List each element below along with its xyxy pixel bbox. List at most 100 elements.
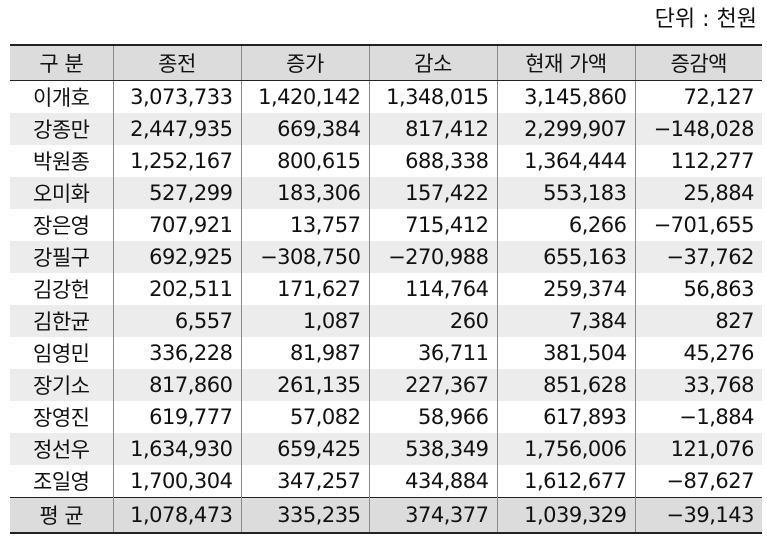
decrease-cell: 1,348,015 xyxy=(368,80,498,113)
current-cell: 2,299,907 xyxy=(496,113,636,145)
previous-cell: 6,557 xyxy=(112,305,242,337)
table-row: 장영진 619,777 57,082 58,966 617,893 −1,884 xyxy=(10,401,762,433)
decrease-cell: 817,412 xyxy=(368,113,498,145)
previous-cell: 692,925 xyxy=(112,241,242,273)
name-cell: 임영민 xyxy=(10,337,114,369)
name-cell: 강필구 xyxy=(10,241,114,273)
table-row: 조일영 1,700,304 347,257 434,884 1,612,677 … xyxy=(10,465,762,498)
name-cell: 오미화 xyxy=(10,177,114,209)
name-cell: 이개호 xyxy=(10,80,114,113)
current-cell: 1,756,006 xyxy=(496,433,636,465)
increase-cell: 347,257 xyxy=(240,465,370,498)
current-cell: 851,628 xyxy=(496,369,636,401)
change-cell: 45,276 xyxy=(634,337,762,369)
increase-cell: −308,750 xyxy=(240,241,370,273)
increase-cell: 171,627 xyxy=(240,273,370,305)
name-cell: 조일영 xyxy=(10,465,114,498)
average-decrease: 374,377 xyxy=(368,497,498,534)
current-cell: 259,374 xyxy=(496,273,636,305)
decrease-cell: −270,988 xyxy=(368,241,498,273)
name-cell: 김한균 xyxy=(10,305,114,337)
change-cell: −87,627 xyxy=(634,465,762,498)
table-row: 박원종 1,252,167 800,615 688,338 1,364,444 … xyxy=(10,145,762,177)
previous-cell: 527,299 xyxy=(112,177,242,209)
current-cell: 3,145,860 xyxy=(496,80,636,113)
current-cell: 381,504 xyxy=(496,337,636,369)
previous-cell: 619,777 xyxy=(112,401,242,433)
decrease-cell: 715,412 xyxy=(368,209,498,241)
previous-cell: 1,634,930 xyxy=(112,433,242,465)
table-row: 장은영 707,921 13,757 715,412 6,266 −701,65… xyxy=(10,209,762,241)
table-row: 김한균 6,557 1,087 260 7,384 827 xyxy=(10,305,762,337)
increase-cell: 57,082 xyxy=(240,401,370,433)
current-cell: 1,364,444 xyxy=(496,145,636,177)
header-change: 증감액 xyxy=(634,44,762,81)
previous-cell: 707,921 xyxy=(112,209,242,241)
increase-cell: 669,384 xyxy=(240,113,370,145)
increase-cell: 261,135 xyxy=(240,369,370,401)
table-row: 장기소 817,860 261,135 227,367 851,628 33,7… xyxy=(10,369,762,401)
header-current-value: 현재 가액 xyxy=(496,44,636,81)
name-cell: 장은영 xyxy=(10,209,114,241)
current-cell: 6,266 xyxy=(496,209,636,241)
header-category: 구 분 xyxy=(10,44,114,81)
average-increase: 335,235 xyxy=(240,497,370,534)
header-decrease: 감소 xyxy=(368,44,498,81)
increase-cell: 1,420,142 xyxy=(240,80,370,113)
change-cell: −1,884 xyxy=(634,401,762,433)
increase-cell: 1,087 xyxy=(240,305,370,337)
increase-cell: 81,987 xyxy=(240,337,370,369)
change-cell: 72,127 xyxy=(634,80,762,113)
change-cell: −148,028 xyxy=(634,113,762,145)
average-row: 평 균 1,078,473 335,235 374,377 1,039,329 … xyxy=(10,497,762,534)
name-cell: 장영진 xyxy=(10,401,114,433)
previous-cell: 1,700,304 xyxy=(112,465,242,498)
unit-label: 단위 : 천원 xyxy=(654,7,757,32)
decrease-cell: 434,884 xyxy=(368,465,498,498)
change-cell: 121,076 xyxy=(634,433,762,465)
average-previous: 1,078,473 xyxy=(112,497,242,534)
header-increase: 증가 xyxy=(240,44,370,81)
decrease-cell: 688,338 xyxy=(368,145,498,177)
header-previous: 종전 xyxy=(112,44,242,81)
table-row: 오미화 527,299 183,306 157,422 553,183 25,8… xyxy=(10,177,762,209)
average-change: −39,143 xyxy=(634,497,762,534)
increase-cell: 183,306 xyxy=(240,177,370,209)
change-cell: 33,768 xyxy=(634,369,762,401)
decrease-cell: 58,966 xyxy=(368,401,498,433)
change-cell: −37,762 xyxy=(634,241,762,273)
previous-cell: 1,252,167 xyxy=(112,145,242,177)
previous-cell: 2,447,935 xyxy=(112,113,242,145)
table-row: 강종만 2,447,935 669,384 817,412 2,299,907 … xyxy=(10,113,762,145)
decrease-cell: 157,422 xyxy=(368,177,498,209)
average-current: 1,039,329 xyxy=(496,497,636,534)
name-cell: 정선우 xyxy=(10,433,114,465)
previous-cell: 817,860 xyxy=(112,369,242,401)
change-cell: −701,655 xyxy=(634,209,762,241)
asset-change-table: 구 분 종전 증가 감소 현재 가액 증감액 이개호 3,073,733 1,4… xyxy=(10,44,762,534)
current-cell: 1,612,677 xyxy=(496,465,636,498)
previous-cell: 202,511 xyxy=(112,273,242,305)
increase-cell: 800,615 xyxy=(240,145,370,177)
name-cell: 김강헌 xyxy=(10,273,114,305)
previous-cell: 3,073,733 xyxy=(112,80,242,113)
decrease-cell: 260 xyxy=(368,305,498,337)
change-cell: 25,884 xyxy=(634,177,762,209)
change-cell: 112,277 xyxy=(634,145,762,177)
table-row: 김강헌 202,511 171,627 114,764 259,374 56,8… xyxy=(10,273,762,305)
average-label: 평 균 xyxy=(10,497,114,534)
decrease-cell: 114,764 xyxy=(368,273,498,305)
current-cell: 553,183 xyxy=(496,177,636,209)
table-row: 이개호 3,073,733 1,420,142 1,348,015 3,145,… xyxy=(10,80,762,113)
increase-cell: 13,757 xyxy=(240,209,370,241)
current-cell: 617,893 xyxy=(496,401,636,433)
increase-cell: 659,425 xyxy=(240,433,370,465)
table-row: 임영민 336,228 81,987 36,711 381,504 45,276 xyxy=(10,337,762,369)
current-cell: 655,163 xyxy=(496,241,636,273)
decrease-cell: 36,711 xyxy=(368,337,498,369)
header-row: 구 분 종전 증가 감소 현재 가액 증감액 xyxy=(10,44,762,81)
change-cell: 56,863 xyxy=(634,273,762,305)
previous-cell: 336,228 xyxy=(112,337,242,369)
name-cell: 강종만 xyxy=(10,113,114,145)
decrease-cell: 227,367 xyxy=(368,369,498,401)
